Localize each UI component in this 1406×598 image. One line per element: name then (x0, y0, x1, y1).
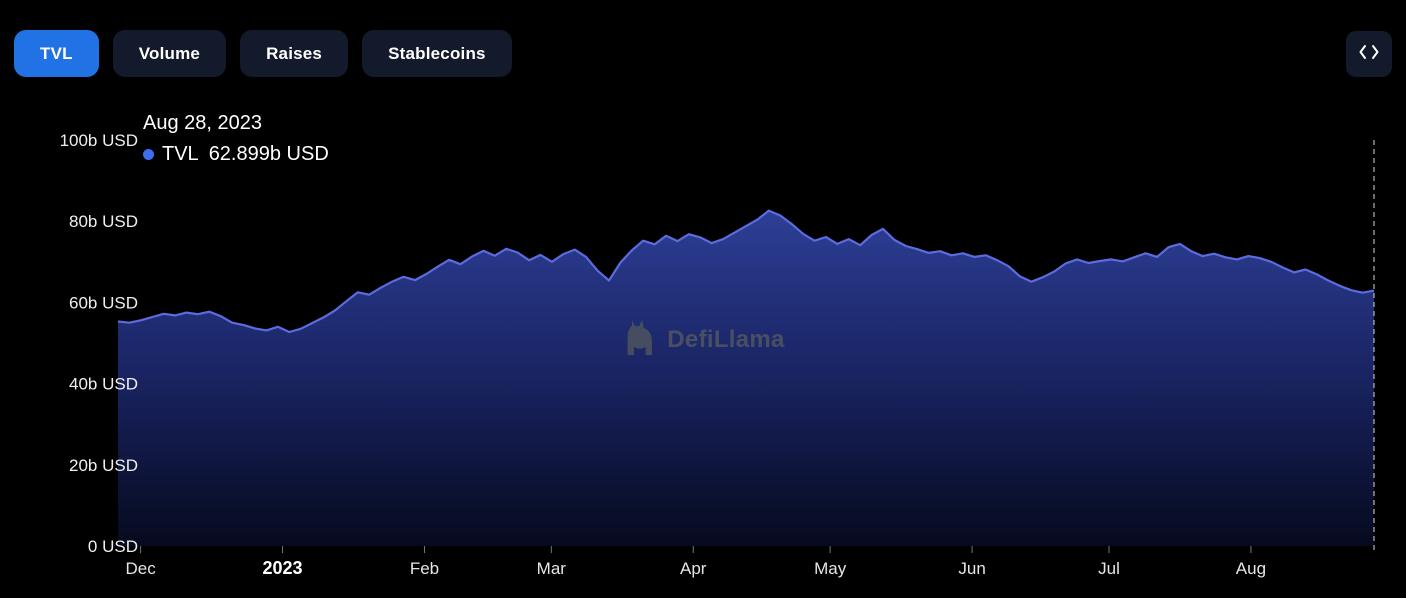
svg-text:Jul: Jul (1098, 559, 1120, 578)
svg-text:Aug: Aug (1236, 559, 1266, 578)
expand-button[interactable] (1346, 30, 1392, 77)
svg-text:100b USD: 100b USD (60, 131, 138, 150)
svg-text:40b USD: 40b USD (69, 375, 138, 394)
code-chevrons-icon (1358, 43, 1380, 64)
tab-raises[interactable]: Raises (240, 30, 349, 77)
svg-text:Mar: Mar (537, 559, 567, 578)
svg-text:60b USD: 60b USD (69, 293, 138, 312)
series-label: TVL (162, 143, 199, 165)
svg-text:Dec: Dec (125, 559, 156, 578)
series-value: 62.899b USD (208, 143, 329, 165)
svg-text:20b USD: 20b USD (69, 456, 138, 475)
svg-text:May: May (814, 559, 847, 578)
tooltip-date: Aug 28, 2023 (143, 112, 262, 134)
x-axis-labels: Dec 2023 Feb Mar Apr May Jun Jul Aug (125, 546, 1266, 578)
svg-text:Jun: Jun (958, 559, 985, 578)
svg-text:Feb: Feb (410, 559, 439, 578)
series-dot-icon (143, 149, 154, 160)
svg-text:80b USD: 80b USD (69, 212, 138, 231)
tab-stablecoins[interactable]: Stablecoins (362, 30, 512, 77)
tab-volume[interactable]: Volume (112, 30, 227, 77)
svg-text:0 USD: 0 USD (88, 537, 138, 556)
line-series (117, 209, 1375, 334)
tab-bar: TVL Volume Raises Stablecoins (14, 30, 1392, 77)
tab-tvl[interactable]: TVL (14, 30, 99, 77)
svg-text:Apr: Apr (680, 559, 707, 578)
tvl-tooltip: Aug 28, 2023 TVL 62.899b USD (143, 112, 329, 166)
area-series (118, 210, 1374, 546)
svg-text:2023: 2023 (263, 558, 303, 578)
y-axis-labels: 0 USD 20b USD 40b USD 60b USD 80b USD 100b US… (60, 131, 138, 556)
